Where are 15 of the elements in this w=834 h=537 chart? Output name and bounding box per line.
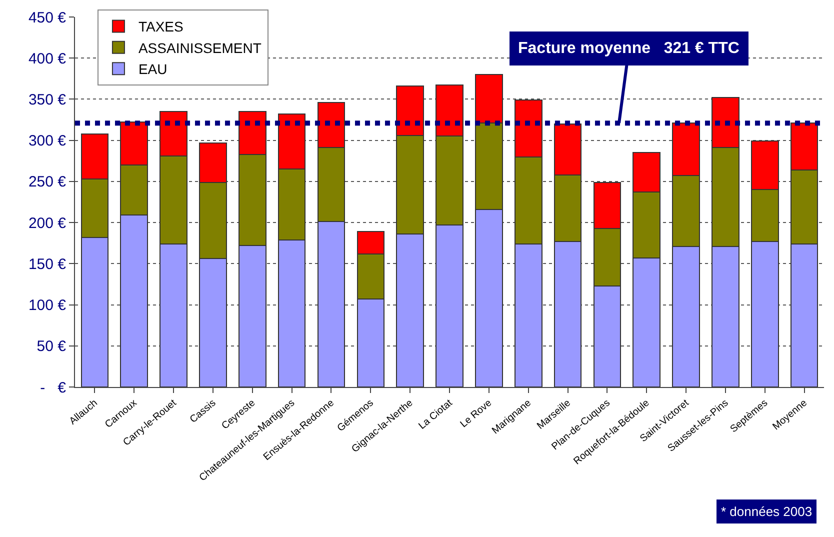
y-tick-label: 300 € [28,132,67,150]
y-tick-label: 50 € [36,338,67,356]
y-tick-label: 250 € [28,174,67,191]
y-tick-label: 150 € [28,256,67,273]
y-tick-label: 350 € [28,91,67,108]
legend-label: TAXES [138,18,184,35]
legend-label: EAU [138,61,168,78]
y-tick-label: 200 € [28,214,67,232]
text: * données 2003 [721,504,812,519]
legend-label: ASSAINISSEMENT [138,40,262,56]
y-tick-label: 450 € [28,9,67,26]
ref-line-label: Facture moyenne 321 € TTC [518,40,740,57]
y-tick-label: - € [40,379,67,396]
y-tick-label: 100 € [28,297,67,314]
y-tick-label: 400 € [28,50,67,68]
